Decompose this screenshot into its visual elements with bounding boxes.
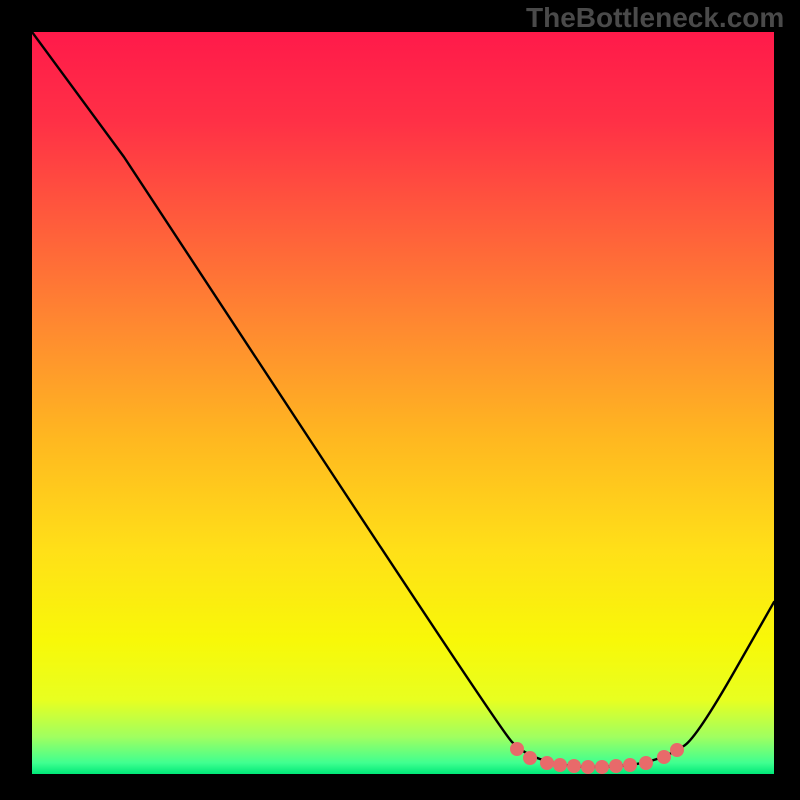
curve-marker [523,751,537,765]
curve-marker [595,760,609,774]
curve-marker [639,756,653,770]
curve-marker [510,742,524,756]
curve-marker [623,758,637,772]
curve-marker [540,756,554,770]
curve-marker [609,759,623,773]
chart-svg [32,32,774,774]
gradient-background [32,32,774,774]
curve-marker [670,743,684,757]
curve-marker [581,760,595,774]
chart-container: TheBottleneck.com [0,0,800,800]
curve-marker [657,750,671,764]
curve-marker [567,759,581,773]
plot-area [32,32,774,774]
curve-marker [553,758,567,772]
watermark-text: TheBottleneck.com [526,2,784,34]
